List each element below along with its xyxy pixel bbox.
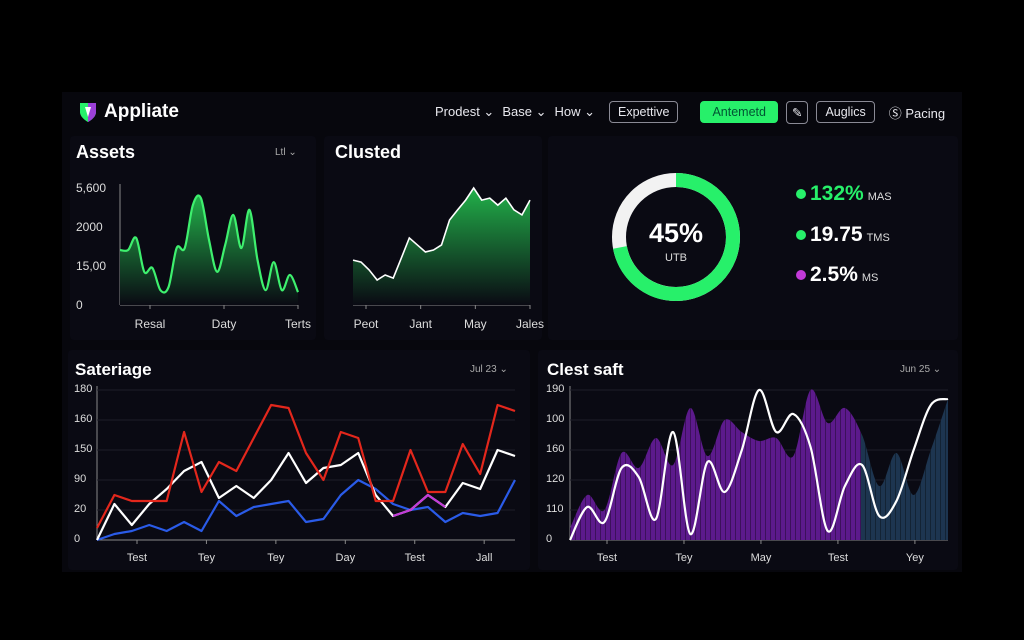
y-tick-label: 100 bbox=[546, 413, 565, 425]
magenta-dot-icon bbox=[796, 270, 806, 280]
x-tick-label: Peot bbox=[353, 317, 379, 331]
x-tick-label: Jales bbox=[515, 317, 545, 331]
y-tick-label: 190 bbox=[546, 383, 565, 395]
legend-value: 2.5% bbox=[810, 263, 858, 286]
legend-unit: MS bbox=[861, 272, 879, 284]
x-tick-label: Jall bbox=[475, 552, 493, 564]
sateriage-panel bbox=[68, 350, 530, 570]
x-tick-label: Jant bbox=[409, 317, 432, 331]
pen-icon[interactable]: ✎ bbox=[785, 100, 809, 124]
legend-value: 132% bbox=[810, 182, 864, 205]
top-nav: Prodest ⌄ Base ⌄ How ⌄ Expettive Antemet… bbox=[435, 100, 945, 124]
series-red bbox=[96, 403, 516, 529]
series-blue bbox=[96, 478, 516, 542]
y-tick-label: 120 bbox=[546, 473, 565, 485]
y-tick-label: 160 bbox=[74, 413, 93, 425]
nav-how[interactable]: How ⌄ bbox=[554, 104, 596, 119]
x-tick-label: Tey bbox=[267, 552, 285, 564]
expettive-button[interactable]: Expettive bbox=[609, 101, 679, 123]
y-tick-label: 2000 bbox=[76, 220, 103, 234]
legend-unit: MAS bbox=[867, 191, 892, 203]
nav-base[interactable]: Base ⌄ bbox=[502, 104, 547, 119]
green-dot-icon bbox=[796, 189, 806, 199]
clest-range-select[interactable]: Jun 25 ⌄ bbox=[900, 364, 942, 375]
x-tick-label: Day bbox=[335, 552, 356, 564]
clusted-line bbox=[352, 186, 531, 282]
y-tick-label: 5,600 bbox=[76, 181, 107, 195]
clest-title: Clest saft bbox=[547, 360, 624, 379]
nav-prodest[interactable]: Prodest ⌄ bbox=[435, 104, 495, 119]
antemetd-button[interactable]: Antemetd bbox=[700, 101, 778, 123]
x-tick-label: Resal bbox=[134, 317, 166, 331]
pacing-link[interactable]: Ⓢ Pacing bbox=[888, 105, 946, 121]
x-tick-label: Tey bbox=[197, 552, 215, 564]
y-tick-label: 0 bbox=[546, 533, 553, 545]
assets-area bbox=[120, 195, 298, 305]
legend-item: 2.5% MS bbox=[796, 263, 878, 287]
x-tick-label: Yey bbox=[905, 552, 924, 564]
clest-area-hatch bbox=[570, 389, 948, 540]
legend-item: 19.75 TMS bbox=[796, 223, 890, 247]
shield-logo-icon bbox=[80, 103, 96, 122]
assets-title: Assets bbox=[76, 142, 136, 162]
dollar-circle-icon: Ⓢ bbox=[888, 105, 902, 121]
y-tick-label: 90 bbox=[74, 473, 87, 485]
x-tick-label: Test bbox=[827, 552, 849, 564]
y-tick-label: 110 bbox=[546, 503, 564, 515]
x-tick-label: May bbox=[750, 552, 772, 564]
donut-fill bbox=[612, 173, 740, 301]
y-tick-label: 150 bbox=[74, 443, 93, 455]
x-tick-label: Terts bbox=[284, 317, 312, 331]
y-tick-label: 180 bbox=[74, 383, 93, 395]
sateriage-title: Sateriage bbox=[75, 360, 152, 379]
y-tick-label: 0 bbox=[74, 533, 81, 545]
legend-item: 132% MAS bbox=[796, 182, 892, 206]
clest-line bbox=[569, 388, 949, 541]
donut-value: 45% bbox=[648, 218, 704, 248]
assets-line bbox=[119, 194, 300, 294]
x-tick-label: May bbox=[463, 317, 487, 331]
clusted-area bbox=[353, 188, 530, 305]
x-tick-label: Test bbox=[126, 552, 148, 564]
app-logo: Appliate bbox=[78, 101, 179, 123]
x-tick-label: Daty bbox=[211, 317, 237, 331]
y-tick-label: 160 bbox=[546, 443, 565, 455]
y-tick-label: 0 bbox=[76, 298, 83, 312]
legend-value: 19.75 bbox=[810, 223, 863, 246]
green-dot-icon bbox=[796, 230, 806, 240]
x-tick-label: Tey bbox=[675, 552, 693, 564]
y-tick-label: 15,00 bbox=[76, 259, 107, 273]
x-tick-label: Test bbox=[596, 552, 618, 564]
auglics-button[interactable]: Auglics bbox=[816, 101, 875, 123]
legend-unit: TMS bbox=[866, 232, 890, 244]
series-magenta-segment bbox=[392, 493, 446, 518]
y-tick-label: 20 bbox=[74, 503, 87, 515]
sateriage-range-select[interactable]: Jul 23 ⌄ bbox=[470, 364, 508, 375]
assets-range-select[interactable]: Ltl ⌄ bbox=[275, 147, 297, 158]
donut-label: UTB bbox=[665, 252, 687, 264]
app-name: Appliate bbox=[104, 101, 179, 122]
clusted-title: Clusted bbox=[335, 142, 402, 162]
x-tick-label: Test bbox=[404, 552, 425, 564]
